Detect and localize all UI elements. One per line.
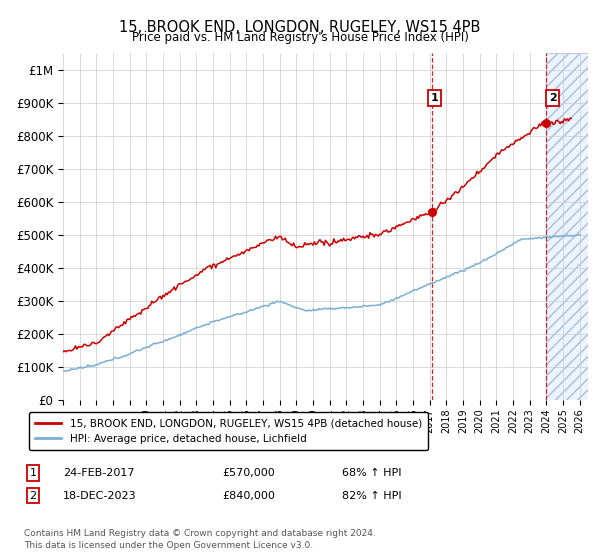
Text: £570,000: £570,000 [222,468,275,478]
Text: 24-FEB-2017: 24-FEB-2017 [63,468,134,478]
Text: 82% ↑ HPI: 82% ↑ HPI [342,491,401,501]
Text: 2: 2 [548,93,556,103]
Text: 68% ↑ HPI: 68% ↑ HPI [342,468,401,478]
Text: 18-DEC-2023: 18-DEC-2023 [63,491,137,501]
Text: Contains HM Land Registry data © Crown copyright and database right 2024.
This d: Contains HM Land Registry data © Crown c… [24,529,376,550]
Text: 1: 1 [29,468,37,478]
Text: 1: 1 [431,93,439,103]
Text: 2: 2 [29,491,37,501]
Text: 15, BROOK END, LONGDON, RUGELEY, WS15 4PB: 15, BROOK END, LONGDON, RUGELEY, WS15 4P… [119,20,481,35]
Bar [547,53,588,400]
Text: Price paid vs. HM Land Registry's House Price Index (HPI): Price paid vs. HM Land Registry's House … [131,31,469,44]
Text: £840,000: £840,000 [222,491,275,501]
Legend: 15, BROOK END, LONGDON, RUGELEY, WS15 4PB (detached house), HPI: Average price, : 15, BROOK END, LONGDON, RUGELEY, WS15 4P… [29,412,428,450]
Bar [547,53,588,400]
